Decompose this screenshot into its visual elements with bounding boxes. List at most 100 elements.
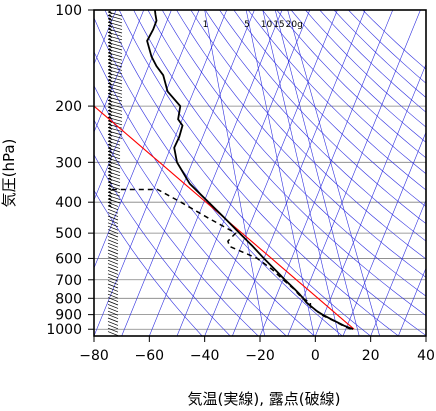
dry-adiabat-line bbox=[348, 10, 426, 84]
wind-barb bbox=[107, 242, 119, 248]
y-axis-title: 気圧(hPa) bbox=[0, 139, 18, 208]
wind-barb-flag bbox=[107, 180, 113, 185]
wind-barb bbox=[107, 259, 119, 265]
x-tick-label: 20 bbox=[362, 348, 380, 364]
dry-adiabat-line bbox=[161, 10, 426, 297]
isotherm-line bbox=[370, 199, 426, 336]
isotherm-line bbox=[176, 10, 311, 336]
x-tick-label: −80 bbox=[79, 348, 109, 364]
wind-barb-flag bbox=[107, 150, 113, 155]
wind-barb-flag bbox=[107, 143, 113, 148]
dry-adiabat-line bbox=[247, 10, 426, 191]
dry-adiabat-line bbox=[305, 10, 426, 128]
wind-barb-flag bbox=[107, 170, 113, 175]
wind-barb-flag bbox=[107, 122, 113, 127]
isotherm-line bbox=[342, 131, 426, 336]
dry-adiabat-line bbox=[333, 10, 426, 98]
wind-barb-flag bbox=[107, 14, 113, 19]
wind-barb-flag bbox=[107, 197, 113, 202]
wind-barb-flag bbox=[107, 173, 113, 178]
wind-barb bbox=[107, 293, 119, 299]
wind-barb bbox=[107, 327, 119, 333]
dry-adiabat-line bbox=[204, 10, 426, 242]
wind-barb-flag bbox=[107, 129, 113, 134]
dry-adiabat-line bbox=[133, 10, 426, 336]
wind-barb-flag bbox=[107, 58, 113, 63]
wind-barb bbox=[107, 263, 119, 268]
wind-barb-flag bbox=[107, 201, 113, 206]
dry-adiabat-line bbox=[147, 10, 426, 317]
wind-barb bbox=[107, 246, 119, 251]
y-tick-label: 300 bbox=[55, 155, 82, 171]
wind-barb bbox=[107, 300, 119, 306]
wind-barb bbox=[107, 283, 119, 289]
wind-barb-flag bbox=[107, 109, 113, 114]
mixing-ratio-label: 1 bbox=[203, 20, 209, 30]
y-tick-label: 1000 bbox=[46, 322, 82, 338]
wind-barb bbox=[107, 219, 119, 224]
wind-barb-flag bbox=[107, 48, 113, 53]
wind-barb-flag bbox=[107, 146, 113, 151]
wind-barb-flag bbox=[107, 95, 113, 100]
wind-barb bbox=[107, 276, 119, 282]
wind-barb-flag bbox=[107, 24, 113, 29]
wind-barb bbox=[107, 290, 119, 296]
x-tick-label: −40 bbox=[190, 348, 220, 364]
isotherm-line bbox=[259, 10, 394, 336]
temperature-line bbox=[146, 10, 354, 331]
reference-adiabat bbox=[94, 105, 355, 330]
dewpoint-line bbox=[110, 188, 352, 330]
axis-labels: 気温(実線), 露点(破線) 気圧(hPa) 1 5 10 15 20g bbox=[0, 20, 340, 408]
wind-barb bbox=[107, 225, 119, 231]
wind-barb-flag bbox=[107, 163, 113, 168]
wind-barb-flag bbox=[107, 139, 113, 144]
isotherm-line bbox=[94, 10, 172, 201]
wind-barb-flag bbox=[107, 99, 113, 104]
wind-barb-flag bbox=[107, 160, 113, 165]
wind-barb bbox=[107, 222, 119, 228]
wind-barb-flag bbox=[107, 167, 113, 172]
wind-barb-flag bbox=[107, 184, 113, 189]
wind-barb bbox=[107, 249, 119, 255]
wind-barb-flag bbox=[107, 82, 113, 87]
wind-barb-flag bbox=[107, 126, 113, 131]
wind-barb bbox=[107, 239, 119, 245]
dry-adiabat-line bbox=[94, 119, 259, 336]
wind-barb bbox=[107, 304, 119, 309]
isotherm-line bbox=[121, 10, 255, 336]
dry-adiabat-line bbox=[290, 10, 426, 143]
wind-barb bbox=[107, 253, 119, 258]
wind-barb-flag bbox=[107, 65, 113, 70]
wind-barb bbox=[107, 256, 119, 262]
wind-barb-flag bbox=[107, 136, 113, 141]
isotherm-line bbox=[94, 10, 200, 269]
x-tick-label: −20 bbox=[245, 348, 275, 364]
wind-barb-flag bbox=[107, 31, 113, 36]
wind-barb bbox=[107, 266, 119, 272]
mixing-ratio-line bbox=[204, 10, 265, 336]
wind-barb-flag bbox=[107, 133, 113, 138]
wind-barb bbox=[107, 317, 119, 323]
x-tick-label: 40 bbox=[417, 348, 435, 364]
dry-adiabat-line bbox=[94, 50, 315, 336]
wind-barb bbox=[107, 215, 119, 221]
y-tick-label: 700 bbox=[55, 273, 82, 289]
wind-barb-flag bbox=[107, 71, 113, 76]
wind-barb-flag bbox=[107, 204, 113, 209]
x-axis-title: 気温(実線), 露点(破線) bbox=[188, 390, 341, 408]
y-tick-label: 200 bbox=[55, 99, 82, 115]
mixing-ratio-label: 5 bbox=[244, 20, 250, 30]
wind-barb bbox=[107, 212, 119, 217]
wind-barb-flag bbox=[107, 102, 113, 107]
wind-barb-flag bbox=[107, 78, 113, 83]
dry-adiabat-line bbox=[94, 189, 203, 336]
wind-barb-flag bbox=[107, 68, 113, 73]
wind-barb-flag bbox=[107, 34, 113, 39]
wind-barb-flag bbox=[107, 85, 113, 90]
wind-barb-flag bbox=[107, 153, 113, 158]
dry-adiabat-line bbox=[233, 10, 426, 208]
wind-barb-flag bbox=[107, 27, 113, 32]
wind-barb bbox=[107, 208, 119, 214]
y-tick-label: 400 bbox=[55, 195, 82, 211]
